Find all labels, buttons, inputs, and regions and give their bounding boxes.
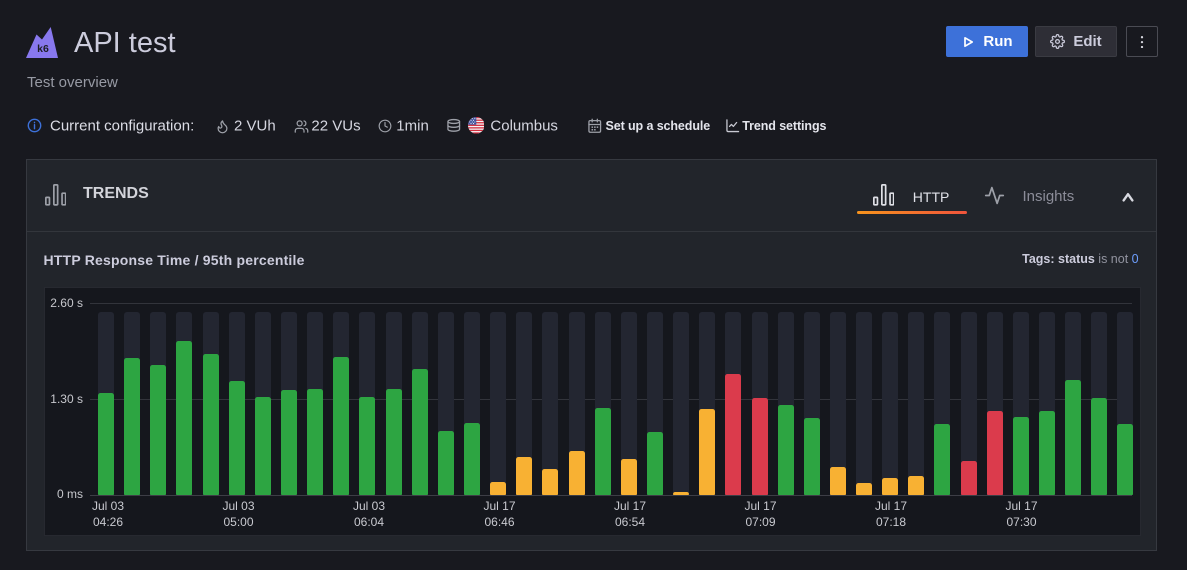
svg-text:k6: k6 [37, 43, 49, 55]
